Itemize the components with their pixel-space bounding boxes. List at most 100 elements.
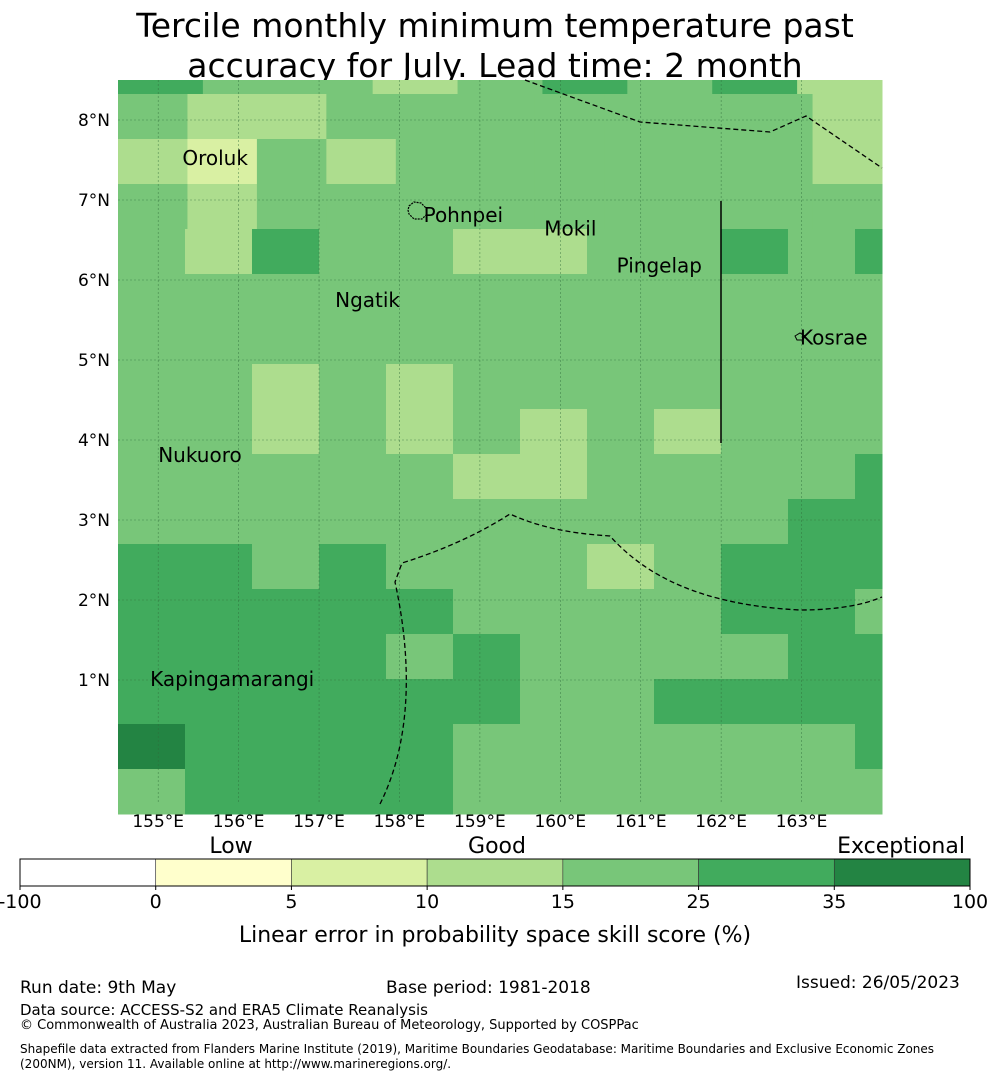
grid-cell: [721, 499, 789, 545]
grid-cell: [453, 589, 521, 635]
grid-cell: [319, 679, 387, 725]
legend-category-label: Good: [468, 834, 526, 859]
place-label: Pingelap: [617, 253, 702, 277]
grid-cell: [788, 589, 856, 635]
grid-cell: [743, 94, 814, 140]
grid-cell: [587, 544, 655, 590]
grid-cell: [855, 454, 883, 500]
grid-cell: [654, 229, 722, 275]
lon-tick-label: 161°E: [615, 812, 667, 832]
grid-cell: [118, 319, 186, 365]
grid-cell: [326, 94, 397, 140]
grid-cell: [319, 769, 387, 815]
grid-cell: [855, 769, 883, 815]
grid-cell: [118, 274, 186, 320]
grid-cell: [185, 544, 253, 590]
lon-tick-label: 159°E: [454, 812, 506, 832]
legend-frame: [19, 858, 971, 887]
legend-title: Linear error in probability space skill …: [239, 923, 751, 948]
grid-cell: [386, 634, 454, 680]
grid-cell: [453, 499, 521, 545]
grid-cell: [287, 80, 374, 95]
grid-cell: [465, 94, 536, 140]
legend-bin-label: 0: [150, 891, 162, 913]
grid-cell: [812, 184, 883, 230]
grid-cell: [587, 589, 655, 635]
grid-cell: [118, 454, 186, 500]
grid-cell: [185, 229, 253, 275]
grid-cell: [721, 319, 789, 365]
pohnpei-outline: [407, 201, 428, 220]
lon-tick-label: 156°E: [213, 812, 265, 832]
lon-tick-label: 158°E: [374, 812, 426, 832]
grid-cell: [654, 589, 722, 635]
grid-cell: [319, 454, 387, 500]
grid-cell: [118, 139, 188, 185]
grid-cell: [855, 364, 883, 410]
lon-tick-label: 155°E: [132, 812, 184, 832]
grid-cell: [187, 139, 258, 185]
grid-cell: [855, 544, 883, 590]
run-date: Run date: 9th May: [20, 978, 177, 998]
island-outlines: [407, 201, 806, 341]
grid-cell: [721, 769, 789, 815]
lat-tick-label: 3°N: [78, 511, 110, 531]
grid-cell: [673, 139, 744, 185]
legend-bin-label: 35: [822, 891, 846, 913]
grid-cell: [319, 499, 387, 545]
grid-cell: [252, 274, 320, 320]
grid-cell: [855, 274, 883, 320]
grid-cell: [673, 94, 744, 140]
eez-boundaries: [379, 79, 883, 805]
grid-cell: [252, 364, 320, 410]
grid-cell: [386, 364, 454, 410]
grid-cell: [453, 679, 521, 725]
grid-cell: [788, 499, 856, 545]
grid-cell: [520, 679, 588, 725]
grid-cell: [326, 184, 397, 230]
axis-ticks: 155°E 156°E 157°E 158°E 159°E 160°E 161°E 162°E…: [78, 111, 827, 832]
grid-cell: [118, 769, 186, 815]
grid-cell: [386, 229, 454, 275]
grid-cell: [185, 454, 253, 500]
grid-cell: [252, 769, 320, 815]
grid-cell: [252, 589, 320, 635]
grid-cell: [855, 679, 883, 725]
grid-cell: [654, 679, 722, 725]
grid-cell: [319, 229, 387, 275]
grid-cell: [386, 544, 454, 590]
grid-cell: [256, 184, 327, 230]
grid-cell: [812, 94, 883, 140]
grid-cell: [118, 364, 186, 410]
grid-cell: [520, 274, 588, 320]
grid-cell: [252, 499, 320, 545]
grid-cell: [587, 409, 655, 455]
grid-cell: [721, 409, 789, 455]
grid-cell: [386, 679, 454, 725]
grid-cell: [587, 499, 655, 545]
lon-tick-label: 162°E: [695, 812, 747, 832]
legend-bin-label: 15: [551, 891, 575, 913]
grid-cell: [453, 319, 521, 365]
grid-cell: [319, 274, 387, 320]
grid-cell: [654, 769, 722, 815]
grid-cell: [627, 80, 713, 95]
grid-cell: [319, 589, 387, 635]
legend-swatch: [291, 858, 428, 887]
grid-cell: [453, 229, 521, 275]
grid-cell: [118, 409, 186, 455]
grid-cell: [185, 409, 253, 455]
grid-cell: [743, 184, 814, 230]
legend-swatch: [698, 858, 835, 887]
grid-cell: [788, 454, 856, 500]
grid-cell: [788, 679, 856, 725]
graticule: [118, 80, 882, 804]
grid-cell: [604, 139, 675, 185]
grid-cell: [654, 634, 722, 680]
grid-cell: [721, 544, 789, 590]
legend-swatch: [562, 858, 699, 887]
legend-bin-label: 5: [285, 891, 297, 913]
grid-cell: [118, 499, 186, 545]
grid-cell: [252, 634, 320, 680]
legend-category-label: Exceptional: [837, 834, 965, 859]
